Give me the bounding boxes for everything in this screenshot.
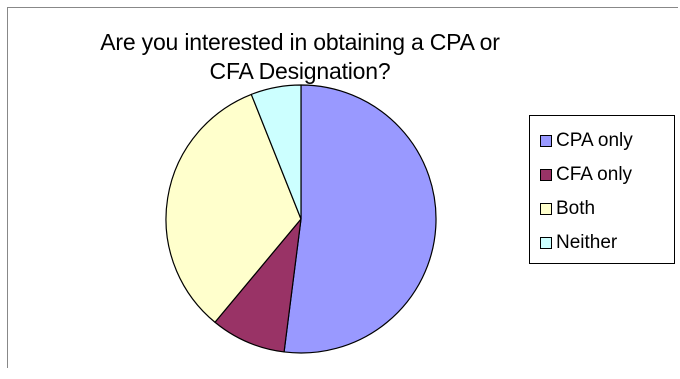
- legend-swatch-cpa-only: [540, 135, 552, 147]
- chart-title-line-1: Are you interested in obtaining a CPA or: [100, 29, 500, 55]
- legend-item-cfa-only: CFA only: [540, 158, 674, 192]
- legend-swatch-both: [540, 203, 552, 215]
- legend-item-both: Both: [540, 192, 674, 226]
- legend-item-neither: Neither: [540, 226, 674, 260]
- pie-slice-both: [165, 93, 302, 323]
- pie-slice-neither: [250, 84, 302, 220]
- legend-label-cpa-only: CPA only: [556, 130, 633, 151]
- legend-swatch-cfa-only: [540, 169, 552, 181]
- legend-label-cfa-only: CFA only: [556, 164, 633, 185]
- legend-label-both: Both: [556, 198, 596, 219]
- chart-title: Are you interested in obtaining a CPA or…: [60, 28, 540, 86]
- chart-title-line-2: CFA Designation?: [209, 58, 391, 84]
- legend-swatch-neither: [540, 237, 552, 249]
- legend-item-cpa-only: CPA only: [540, 124, 674, 158]
- chart-legend: CPA only CFA only Both Neither: [529, 115, 675, 264]
- pie-slice-cpa-only: [283, 84, 437, 354]
- legend-label-neither: Neither: [556, 232, 618, 253]
